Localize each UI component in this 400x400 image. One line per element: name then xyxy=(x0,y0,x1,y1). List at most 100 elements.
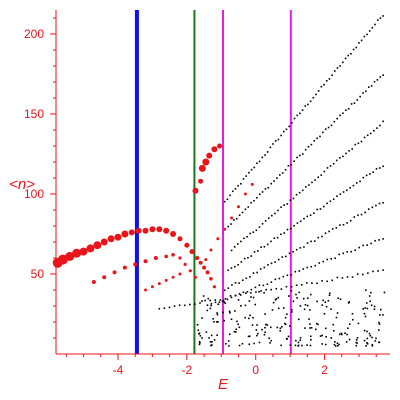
data-point xyxy=(240,261,243,263)
data-point xyxy=(278,277,281,280)
data-point xyxy=(354,249,356,252)
data-point xyxy=(281,256,284,258)
data-point xyxy=(281,325,283,328)
data-point xyxy=(290,274,293,276)
data-point xyxy=(243,192,247,196)
data-point xyxy=(212,318,215,320)
data-point xyxy=(276,236,279,239)
data-point xyxy=(303,217,305,220)
data-point xyxy=(244,304,247,307)
data-point xyxy=(299,336,302,339)
data-point xyxy=(270,182,273,185)
data-point xyxy=(217,303,219,306)
data-point xyxy=(351,276,354,278)
data-point xyxy=(208,337,210,339)
data-point xyxy=(289,199,292,201)
data-point xyxy=(304,327,306,329)
data-point xyxy=(233,265,236,268)
data-point xyxy=(206,304,209,307)
data-point xyxy=(361,273,364,276)
data-point xyxy=(183,262,187,266)
data-point xyxy=(211,146,218,153)
data-point xyxy=(371,343,374,346)
data-point xyxy=(133,262,138,267)
data-point xyxy=(321,304,324,306)
data-point xyxy=(295,293,297,296)
vertical-lines xyxy=(134,10,292,354)
data-point xyxy=(353,216,356,218)
data-point xyxy=(360,140,363,143)
data-point xyxy=(79,247,88,256)
data-point xyxy=(370,291,372,294)
data-point xyxy=(378,329,380,331)
data-point xyxy=(319,135,321,138)
data-point xyxy=(317,236,320,239)
data-point xyxy=(342,223,345,226)
data-point xyxy=(316,137,318,140)
data-point xyxy=(291,309,293,311)
data-point xyxy=(233,219,235,221)
data-point xyxy=(331,74,333,77)
data-point xyxy=(306,215,309,218)
data-point xyxy=(304,148,307,151)
data-point xyxy=(369,132,372,135)
data-point xyxy=(315,93,317,96)
data-point xyxy=(142,227,149,234)
data-point xyxy=(324,327,327,330)
data-point xyxy=(298,191,301,194)
data-point xyxy=(362,308,364,310)
data-point xyxy=(261,223,264,225)
data-point xyxy=(297,345,300,347)
data-point xyxy=(326,202,328,205)
data-point xyxy=(264,331,266,334)
data-point xyxy=(368,332,371,335)
data-point xyxy=(382,269,384,271)
data-point xyxy=(317,323,319,326)
data-point xyxy=(280,233,282,236)
data-point xyxy=(373,305,376,308)
data-point xyxy=(258,284,261,286)
data-point xyxy=(293,160,295,163)
data-point xyxy=(158,307,161,310)
data-point xyxy=(250,182,254,186)
data-point xyxy=(107,235,115,243)
data-point xyxy=(332,162,335,165)
data-point xyxy=(350,103,353,105)
data-point xyxy=(363,339,366,342)
data-point xyxy=(321,343,324,345)
data-point xyxy=(321,235,323,238)
data-point xyxy=(240,305,242,307)
data-point xyxy=(302,268,305,270)
data-point xyxy=(370,242,372,245)
data-point xyxy=(317,176,319,179)
data-point xyxy=(336,342,339,345)
data-point xyxy=(331,279,334,282)
data-point xyxy=(240,240,242,243)
data-point xyxy=(240,182,242,185)
data-point xyxy=(320,85,323,88)
data-point xyxy=(286,274,289,277)
data-point xyxy=(378,341,380,344)
data-point xyxy=(204,299,206,302)
data-point xyxy=(284,316,287,319)
data-point xyxy=(311,282,313,284)
data-point xyxy=(327,126,330,129)
y-axis-title: <n> xyxy=(9,176,35,193)
data-point xyxy=(255,229,258,232)
data-point xyxy=(275,287,278,290)
data-point xyxy=(346,189,348,192)
data-point xyxy=(366,244,368,246)
data-point xyxy=(163,227,170,234)
data-point xyxy=(259,268,262,270)
data-point xyxy=(253,251,256,253)
data-point xyxy=(322,260,325,263)
data-point xyxy=(198,164,206,172)
data-point xyxy=(352,48,355,51)
data-point xyxy=(199,335,202,337)
data-point xyxy=(248,171,250,174)
data-point xyxy=(383,291,386,294)
data-point xyxy=(272,301,275,304)
data-point xyxy=(236,320,238,323)
data-point xyxy=(277,307,280,310)
data-point xyxy=(356,99,359,101)
